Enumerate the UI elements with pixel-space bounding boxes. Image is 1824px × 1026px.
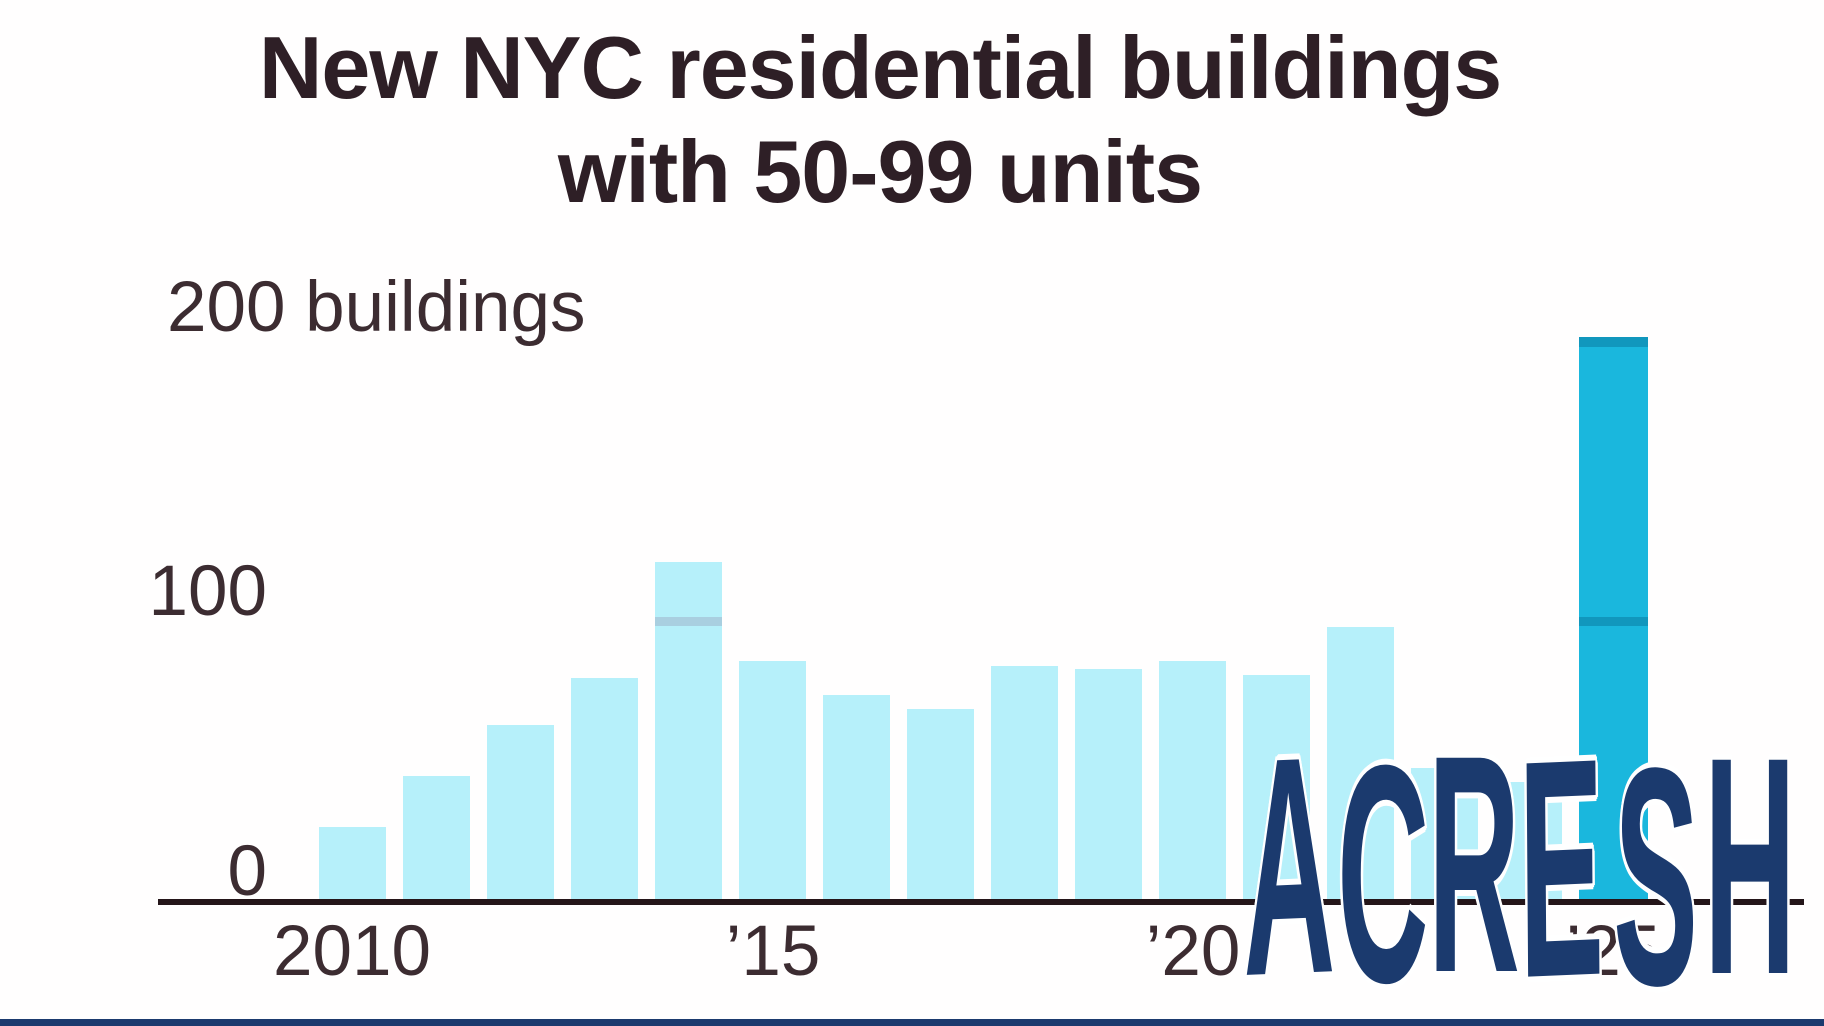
watermark-letter: C bbox=[1335, 698, 1431, 1026]
bar-2018 bbox=[991, 666, 1058, 900]
bar-2014 bbox=[655, 562, 722, 900]
bar-2015 bbox=[739, 661, 806, 900]
watermark-bottom-strip bbox=[0, 1019, 1824, 1026]
bar-2023 bbox=[1411, 768, 1478, 900]
x-axis-label-20: ’20 bbox=[1145, 912, 1241, 991]
bar-2020 bbox=[1159, 661, 1226, 900]
x-axis-label-25: ’25 bbox=[1565, 912, 1661, 991]
bar-2012 bbox=[487, 725, 554, 900]
y-axis-label-100: 100 bbox=[148, 552, 267, 631]
bar-2010 bbox=[319, 827, 386, 900]
bar-2025 bbox=[1579, 337, 1648, 900]
watermark-letter: H bbox=[1704, 692, 1796, 1026]
bar-2013 bbox=[571, 678, 638, 900]
bar-2021 bbox=[1243, 675, 1310, 900]
x-axis-label-2010: 2010 bbox=[273, 912, 431, 991]
chart-title-line1: New NYC residential buildings bbox=[258, 18, 1502, 117]
acresh-watermark: ACRESH bbox=[1242, 690, 1796, 1026]
bar-2017 bbox=[907, 709, 974, 900]
bar-2019 bbox=[1075, 669, 1142, 900]
gridline-100-over-bar bbox=[1579, 617, 1648, 626]
gridline-200-over-bar bbox=[1579, 337, 1648, 347]
bar-2011 bbox=[403, 776, 470, 900]
y-axis-label-0: 0 bbox=[227, 832, 268, 911]
y-axis-label-200: 200 buildings bbox=[167, 268, 586, 347]
chart-title: New NYC residential buildings with 50-99… bbox=[0, 16, 1760, 224]
watermark-letter: A bbox=[1241, 690, 1336, 1026]
bar-2016 bbox=[823, 695, 890, 900]
gridline-100-over-bar bbox=[655, 617, 722, 626]
x-axis-line bbox=[158, 899, 1804, 905]
chart-title-line2: with 50-99 units bbox=[557, 121, 1203, 221]
bar-2022 bbox=[1327, 627, 1394, 900]
watermark-letter: E bbox=[1517, 692, 1605, 1026]
watermark-letter: S bbox=[1611, 700, 1701, 1026]
watermark-letter: R bbox=[1428, 690, 1520, 1026]
x-axis-label-15: ’15 bbox=[725, 912, 821, 991]
bar-2024 bbox=[1495, 782, 1562, 900]
